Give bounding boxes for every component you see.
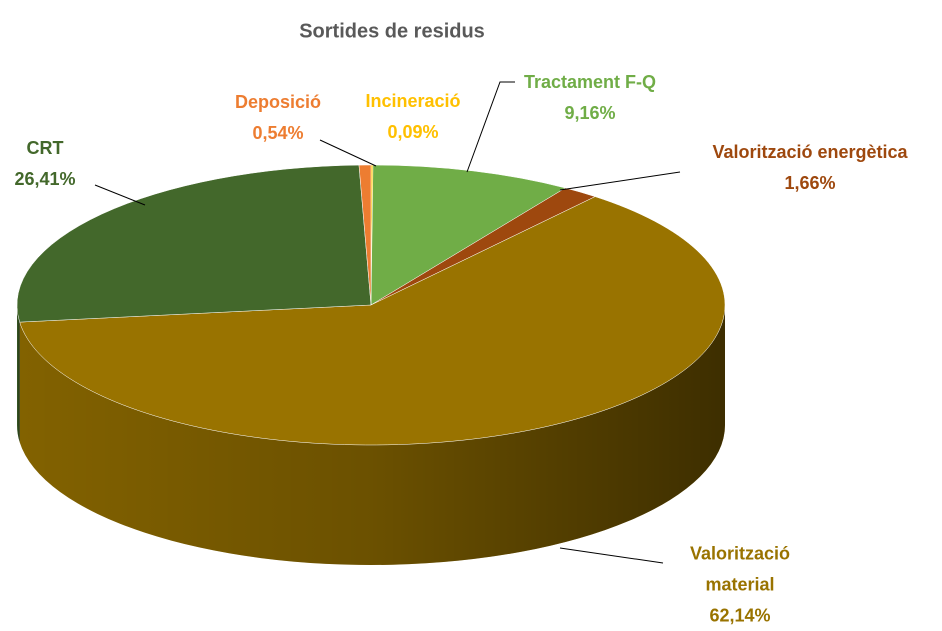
data-label: Valorització energètica 1,66%: [712, 137, 907, 199]
leader-line: [559, 547, 664, 564]
leader-line: [559, 171, 681, 191]
data-label: Valorització material 62,14%: [670, 539, 810, 631]
category-label: Valorització material: [689, 543, 791, 595]
category-label: Deposició: [234, 92, 322, 112]
category-label: CRT: [26, 138, 64, 158]
category-label: Valorització energètica: [712, 142, 908, 162]
value-label: 0,54%: [252, 123, 304, 143]
value-label: 0,09%: [387, 122, 439, 142]
data-label: Tractament F-Q 9,16%: [524, 67, 656, 129]
side-shade: [17, 305, 20, 443]
value-label: 1,66%: [784, 173, 836, 193]
leader-line: [319, 139, 377, 167]
data-label: Deposició 0,54%: [235, 87, 321, 149]
value-label: 62,14%: [709, 605, 771, 626]
value-label: 26,41%: [14, 169, 76, 189]
pie-slice: [16, 164, 372, 323]
chart-title: Sortides de residus: [299, 20, 485, 43]
value-label: 9,16%: [564, 103, 616, 123]
leader-line: [94, 184, 146, 206]
leader-line: [466, 81, 515, 173]
pie-slice: [358, 164, 372, 306]
data-label: Incineració 0,09%: [365, 86, 460, 148]
data-label: CRT 26,41%: [14, 133, 75, 195]
pie-slice: [19, 196, 726, 446]
category-label: Tractament F-Q: [523, 72, 657, 92]
category-label: Incineració: [365, 91, 461, 111]
side-shade: [19, 305, 725, 565]
pie-slice: [370, 164, 566, 306]
